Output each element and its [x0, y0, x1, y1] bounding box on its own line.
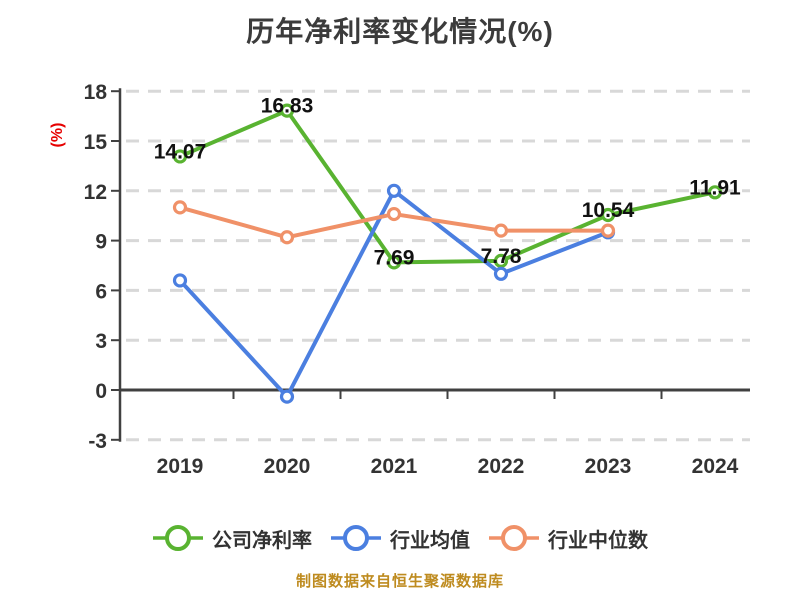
- data-point: [707, 185, 723, 200]
- y-tick-label: 3: [95, 330, 107, 353]
- y-tick-label: 12: [84, 181, 107, 204]
- legend-item-industry-mean[interactable]: 行业均值: [330, 523, 470, 553]
- series-line: [178, 108, 717, 265]
- data-point: [493, 253, 509, 268]
- data-point: [600, 207, 616, 223]
- data-label: 7.78: [481, 245, 522, 268]
- data-point: [493, 223, 509, 238]
- data-point: [493, 266, 509, 281]
- data-point: [279, 230, 295, 245]
- data-point: [386, 183, 402, 198]
- y-tick-label: 6: [95, 280, 107, 303]
- x-tick-label: 2022: [478, 455, 525, 478]
- series-line: [178, 188, 610, 399]
- data-point: [600, 223, 616, 238]
- legend-label-company-net-margin: 公司净利率: [212, 529, 312, 552]
- data-point: [172, 200, 188, 215]
- chart-title: 历年净利率变化情况(%): [246, 16, 554, 47]
- legend-label-industry-mean: 行业均值: [390, 529, 470, 552]
- x-tick-label: 2021: [371, 455, 418, 478]
- y-axis-title: (%): [49, 123, 66, 148]
- x-tick-label: 2019: [157, 455, 204, 478]
- data-label: 11.91: [689, 176, 741, 199]
- legend: 公司净利率 行业均值 行业中位数: [0, 518, 800, 558]
- footer-note: 制图数据来自恒生聚源数据库: [295, 573, 504, 590]
- data-point: [172, 149, 188, 164]
- plot-area: 18 15 12 9 6 3 0 -3 2019 2020 2021 2022 2023 2024 (%) 1…: [49, 81, 750, 478]
- y-tick-label: -3: [88, 430, 107, 453]
- data-point: [279, 103, 295, 118]
- data-point: [172, 273, 188, 288]
- y-tick-label: 9: [95, 231, 107, 254]
- legend-marker-icon: [331, 525, 381, 551]
- data-label: 14.07: [154, 140, 207, 163]
- data-point: [386, 206, 402, 222]
- y-tick-label: 18: [84, 81, 108, 104]
- legend-label-industry-median: 行业中位数: [548, 529, 648, 552]
- data-label: 16.83: [261, 95, 314, 118]
- y-tick-label: 15: [84, 131, 108, 154]
- x-tick-label: 2024: [692, 455, 739, 478]
- legend-item-industry-median[interactable]: 行业中位数: [488, 523, 648, 553]
- x-tick-label: 2020: [264, 455, 311, 478]
- y-tick-label: 0: [95, 380, 107, 403]
- data-label: 7.69: [374, 246, 415, 269]
- legend-marker-icon: [489, 525, 539, 551]
- data-label: 10.54: [582, 199, 635, 222]
- data-point: [279, 389, 295, 404]
- data-point: [386, 255, 402, 270]
- legend-item-company-net-margin[interactable]: 公司净利率: [152, 523, 312, 553]
- x-tick-label: 2023: [585, 455, 632, 478]
- legend-marker-icon: [153, 525, 203, 551]
